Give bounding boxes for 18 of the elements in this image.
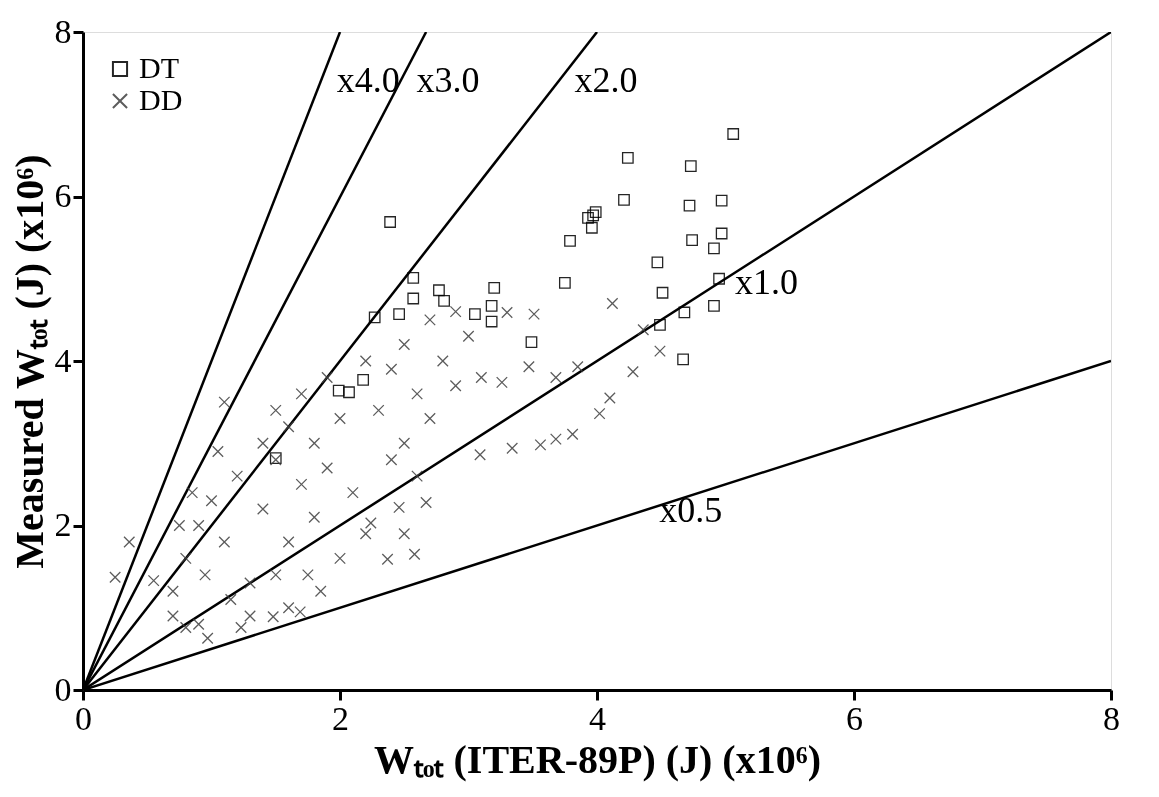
annotation: x4.0 — [336, 60, 400, 101]
annotation: x0.5 — [659, 489, 723, 530]
annotation: x1.0 — [735, 261, 799, 302]
y-tick-label: 2 — [54, 506, 72, 543]
y-axis-title: Measured Wₜₒₜ (J) (x10⁶) — [6, 154, 52, 569]
y-tick-label: 0 — [54, 670, 72, 708]
annotation: x3.0 — [416, 60, 480, 101]
x-tick-label: 4 — [589, 699, 606, 737]
x-tick-label: 8 — [1103, 699, 1120, 737]
y-tick-label: 8 — [54, 12, 72, 50]
x-tick-label: 6 — [846, 699, 863, 737]
legend-label: DD — [139, 83, 183, 116]
x-tick-label: 2 — [332, 699, 349, 737]
x-axis-title: Wₜₒₜ (ITER-89P) (J) (x10⁶) — [374, 736, 821, 782]
y-tick-label: 6 — [54, 177, 72, 214]
legend-label: DT — [139, 51, 179, 84]
annotation: x2.0 — [574, 60, 638, 101]
y-tick-label: 4 — [54, 341, 72, 379]
